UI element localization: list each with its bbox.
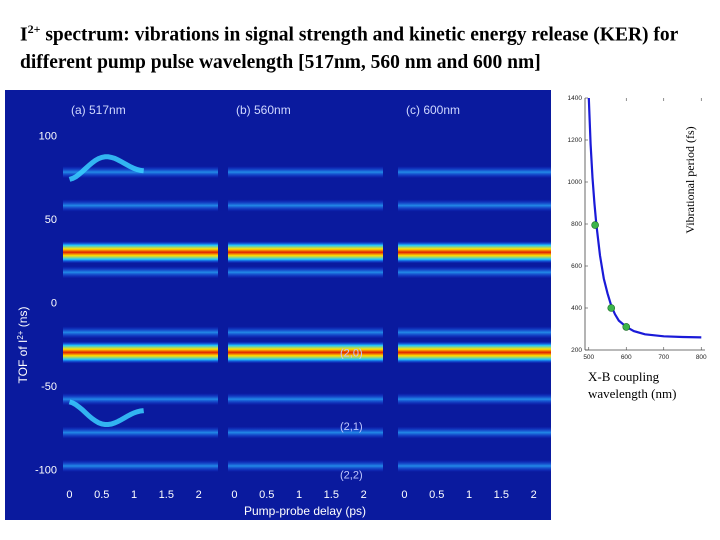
panel-label: (b) 560nm: [236, 103, 291, 117]
measured-point: [607, 304, 616, 312]
right-x-tick-label: 500: [583, 354, 594, 361]
right-y-tick-label: 600: [571, 263, 582, 270]
x-tick-label: 1.5: [494, 489, 509, 501]
right-x-tick-label: 700: [658, 354, 669, 361]
right-y-tick-label: 400: [571, 305, 582, 312]
tof-heatmap-figure: (a) 517nm (b) 560nm (c) 600nm (2,0) (2,1) (2,…: [5, 90, 551, 520]
right-y-tick-label: 800: [571, 221, 582, 228]
faint-band: [398, 166, 551, 179]
right-x-tick-label: 600: [621, 354, 632, 361]
x-tick-label: 0.5: [259, 489, 274, 501]
faint-band: [398, 199, 551, 212]
x-axis-title: Pump-probe delay (ps): [244, 504, 366, 518]
bright-band: [63, 341, 218, 364]
faint-band: [398, 266, 551, 279]
heatmap-panel: (a) 517nm: [63, 102, 218, 486]
measured-point: [591, 221, 599, 229]
heatmap-panel: (b) 560nm: [228, 102, 383, 486]
faint-band: [398, 459, 551, 472]
measured-points: [591, 221, 631, 331]
heatmap-panels: (a) 517nm (b) 560nm (c) 600nm (2,0) (2,1) (2,…: [63, 102, 551, 486]
faint-band: [398, 326, 551, 339]
title-species: I: [20, 24, 28, 46]
right-y-tick-label: 200: [571, 347, 582, 354]
right-y-tick-label: 1400: [568, 95, 583, 102]
x-tick-label: 0.5: [429, 489, 444, 501]
faint-band: [63, 199, 218, 212]
right-x-tick-label: 800: [696, 354, 707, 361]
oscillation-trace: [68, 154, 145, 182]
right-y-axis-title: Vibrational period (fs): [683, 126, 697, 233]
x-tick-label: 0: [401, 489, 407, 501]
measured-point: [622, 323, 631, 331]
y-tick-label: -100: [35, 464, 57, 476]
faint-band: [228, 326, 383, 339]
x-tick-label: 0.5: [94, 489, 109, 501]
x-axis: 0 0.5 1 1.5 2 0 0.5 1 1.5 2 0 0.5 1 1.5 2: [66, 489, 536, 501]
panel-label: (a) 517nm: [71, 103, 126, 117]
right-y-tick-label: 1000: [568, 179, 583, 186]
panel-label: (c) 600nm: [406, 103, 460, 117]
oscillation-trace: [68, 399, 145, 427]
faint-band: [398, 426, 551, 439]
x-tick-label: 1: [131, 489, 137, 501]
x-tick-label: 0: [231, 489, 237, 501]
x-tick-label: 1: [466, 489, 472, 501]
y-tick-label: 50: [45, 214, 57, 226]
faint-band: [63, 393, 218, 406]
state-label: (2,0): [340, 347, 363, 359]
faint-band: [228, 166, 383, 179]
bright-band: [228, 241, 383, 264]
y-axis-title: TOF of I2+ (ns): [16, 307, 30, 384]
bright-band: [398, 341, 551, 364]
state-label: (2,2): [340, 469, 363, 481]
x-tick-label: 1: [296, 489, 302, 501]
faint-band: [228, 426, 383, 439]
faint-band: [228, 199, 383, 212]
faint-band: [228, 393, 383, 406]
y-tick-label: -50: [41, 381, 57, 393]
y-tick-label: 0: [51, 297, 57, 309]
faint-band: [63, 426, 218, 439]
faint-band: [63, 326, 218, 339]
faint-band: [228, 459, 383, 472]
faint-band: [63, 459, 218, 472]
y-tick-label: 100: [39, 130, 57, 142]
slide-title: I2+ spectrum: vibrations in signal stren…: [20, 16, 710, 76]
faint-band: [398, 393, 551, 406]
x-tick-label: 1.5: [324, 489, 339, 501]
right-x-axis-title: X-B coupling wavelength (nm): [588, 369, 677, 401]
x-tick-label: 0: [66, 489, 72, 501]
heatmap-panel: (c) 600nm: [398, 102, 551, 486]
faint-band: [228, 266, 383, 279]
panel-background: [228, 102, 383, 486]
x-tick-label: 1.5: [159, 489, 174, 501]
state-label: (2,1): [340, 421, 363, 433]
bright-band: [398, 241, 551, 264]
bright-band: [228, 341, 383, 364]
title-text: spectrum: vibrations in signal strength …: [20, 24, 678, 73]
x-tick-label: 2: [361, 489, 367, 501]
bright-band: [63, 241, 218, 264]
right-chart-axes: 200 400 600 800 1000 1200 1400 500 600 700 800: [568, 95, 708, 361]
panel-background: [398, 102, 551, 486]
faint-band: [63, 266, 218, 279]
x-tick-label: 2: [531, 489, 537, 501]
right-y-tick-label: 1200: [568, 137, 583, 144]
x-tick-label: 2: [196, 489, 202, 501]
title-charge: 2+: [27, 22, 41, 36]
right-chart-background: [555, 88, 715, 368]
vibrational-period-chart: 200 400 600 800 1000 1200 1400 500 600 700 800: [555, 88, 715, 368]
right-y-axis-title-box: Vibrational period (fs): [683, 126, 697, 233]
y-axis: 100 50 0 -50 -100: [35, 130, 57, 476]
